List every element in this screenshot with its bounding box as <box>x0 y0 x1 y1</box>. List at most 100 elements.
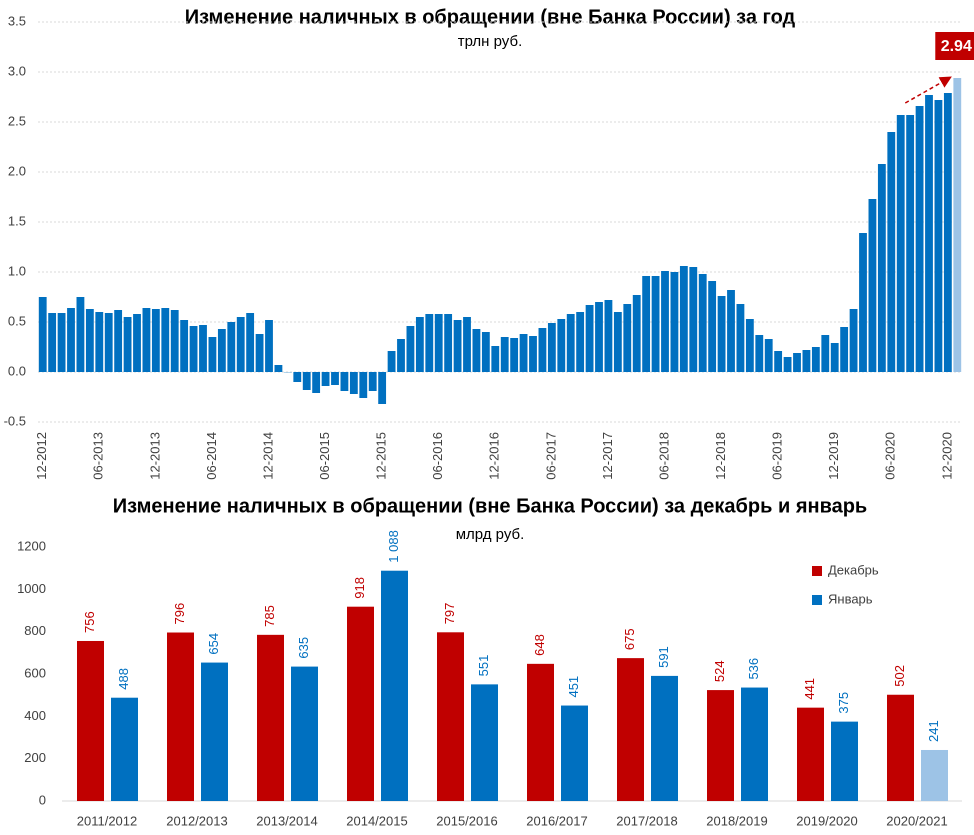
bar <box>208 337 217 372</box>
data-label: 797 <box>442 603 457 625</box>
x-tick-label: 2018/2019 <box>706 813 767 828</box>
bar <box>48 313 57 372</box>
bar <box>227 322 236 372</box>
bar <box>201 662 228 801</box>
x-tick-label: 2017/2018 <box>616 813 677 828</box>
bar <box>745 319 754 372</box>
y-tick-label: 0.0 <box>8 363 26 378</box>
bar <box>437 632 464 801</box>
bar <box>217 329 226 372</box>
data-label: 648 <box>532 634 547 656</box>
y-tick-label: 0 <box>39 792 46 807</box>
bar <box>831 721 858 801</box>
x-tick-label: 2019/2020 <box>796 813 857 828</box>
bar <box>406 326 415 372</box>
bar <box>830 343 839 372</box>
bar <box>133 314 141 372</box>
bar <box>538 328 547 372</box>
bar <box>793 353 801 372</box>
data-label: 796 <box>172 603 187 625</box>
y-tick-label: 600 <box>24 665 46 680</box>
bar <box>821 335 830 372</box>
bar <box>397 339 405 372</box>
x-tick-label: 06-2014 <box>204 432 219 480</box>
bar <box>114 310 123 372</box>
bar <box>906 115 915 372</box>
x-tick-label: 2011/2012 <box>77 813 138 828</box>
bar <box>111 697 138 801</box>
y-tick-label: -0.5 <box>4 413 26 428</box>
bar <box>123 317 132 372</box>
bar <box>463 317 471 372</box>
chart-title: Изменение наличных в обращении (вне Банк… <box>185 6 796 28</box>
bar <box>557 319 566 372</box>
bar <box>255 334 264 372</box>
bar <box>877 164 886 372</box>
bar <box>434 314 443 372</box>
x-tick-label: 12-2016 <box>487 432 502 480</box>
bar <box>604 300 613 372</box>
y-tick-label: 3.5 <box>8 13 26 28</box>
x-tick-label: 12-2019 <box>826 432 841 480</box>
x-tick-label: 06-2020 <box>883 432 898 480</box>
bar <box>510 338 519 372</box>
legend-swatch <box>812 595 822 605</box>
data-label: 756 <box>82 611 97 633</box>
bar <box>764 339 773 372</box>
bar <box>566 314 575 372</box>
bar <box>265 320 273 372</box>
bar <box>755 335 764 372</box>
bar <box>859 233 867 372</box>
bar <box>921 749 948 801</box>
bar <box>471 684 498 801</box>
chart-title: Изменение наличных в обращении (вне Банк… <box>113 495 867 517</box>
bar <box>415 317 424 372</box>
y-tick-label: 400 <box>24 708 46 723</box>
x-tick-label: 2015/2016 <box>436 813 497 828</box>
bar <box>670 272 679 372</box>
bar <box>189 326 198 372</box>
y-tick-label: 3.0 <box>8 63 26 78</box>
bar <box>368 372 377 391</box>
chart-subtitle: трлн руб. <box>458 33 523 50</box>
bar <box>736 304 745 372</box>
bar <box>887 694 914 801</box>
data-label: 785 <box>262 605 277 627</box>
data-label: 536 <box>746 658 761 680</box>
bar <box>613 312 622 372</box>
bar <box>651 276 660 372</box>
bar <box>943 93 952 372</box>
y-tick-label: 2.0 <box>8 163 26 178</box>
bar <box>151 309 160 372</box>
annotation-box <box>935 32 974 60</box>
bar <box>617 658 644 801</box>
bar <box>453 320 462 372</box>
bar <box>741 687 768 801</box>
data-label: 918 <box>352 577 367 599</box>
x-tick-label: 2016/2017 <box>526 813 587 828</box>
x-tick-label: 12-2015 <box>374 432 389 480</box>
bar <box>340 372 349 391</box>
x-tick-label: 2014/2015 <box>346 813 407 828</box>
bar <box>707 690 734 801</box>
x-tick-label: 12-2013 <box>147 432 162 480</box>
legend-label: Январь <box>828 591 873 606</box>
bar <box>623 304 632 372</box>
x-tick-label: 06-2015 <box>317 432 332 480</box>
bar <box>57 313 66 372</box>
bar <box>170 310 179 372</box>
bar <box>257 634 284 801</box>
data-label: 524 <box>712 660 727 682</box>
x-tick-label: 2012/2013 <box>166 813 227 828</box>
y-tick-label: 1.0 <box>8 263 26 278</box>
annotation: 2.94 <box>941 38 972 55</box>
bar <box>347 606 374 801</box>
x-tick-label: 12-2018 <box>713 432 728 480</box>
data-label: 451 <box>566 676 581 698</box>
bar <box>167 632 194 801</box>
bar <box>500 337 509 372</box>
bar <box>246 313 255 372</box>
bar <box>321 372 330 386</box>
bar <box>85 309 94 372</box>
